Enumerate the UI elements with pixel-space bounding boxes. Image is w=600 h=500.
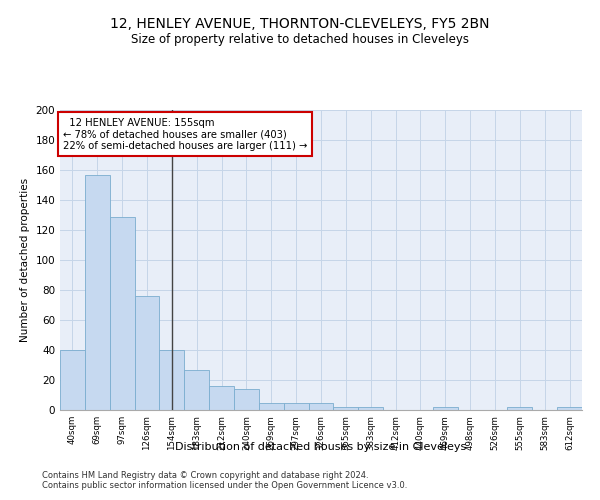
Bar: [110, 216, 134, 410]
Text: 12, HENLEY AVENUE, THORNTON-CLEVELEYS, FY5 2BN: 12, HENLEY AVENUE, THORNTON-CLEVELEYS, F…: [110, 18, 490, 32]
Bar: [433, 407, 458, 410]
Text: Distribution of detached houses by size in Cleveleys: Distribution of detached houses by size …: [175, 442, 467, 452]
Bar: [234, 389, 259, 410]
Bar: [160, 350, 184, 410]
Bar: [209, 386, 234, 410]
Bar: [184, 370, 209, 410]
Bar: [334, 407, 358, 410]
Bar: [358, 407, 383, 410]
Bar: [284, 402, 308, 410]
Bar: [557, 407, 582, 410]
Bar: [508, 407, 532, 410]
Y-axis label: Number of detached properties: Number of detached properties: [20, 178, 30, 342]
Bar: [85, 174, 110, 410]
Text: 12 HENLEY AVENUE: 155sqm
← 78% of detached houses are smaller (403)
22% of semi-: 12 HENLEY AVENUE: 155sqm ← 78% of detach…: [62, 118, 307, 150]
Bar: [308, 402, 334, 410]
Text: Contains HM Land Registry data © Crown copyright and database right 2024.
Contai: Contains HM Land Registry data © Crown c…: [42, 470, 407, 490]
Bar: [60, 350, 85, 410]
Bar: [259, 402, 284, 410]
Text: Size of property relative to detached houses in Cleveleys: Size of property relative to detached ho…: [131, 32, 469, 46]
Bar: [134, 296, 160, 410]
